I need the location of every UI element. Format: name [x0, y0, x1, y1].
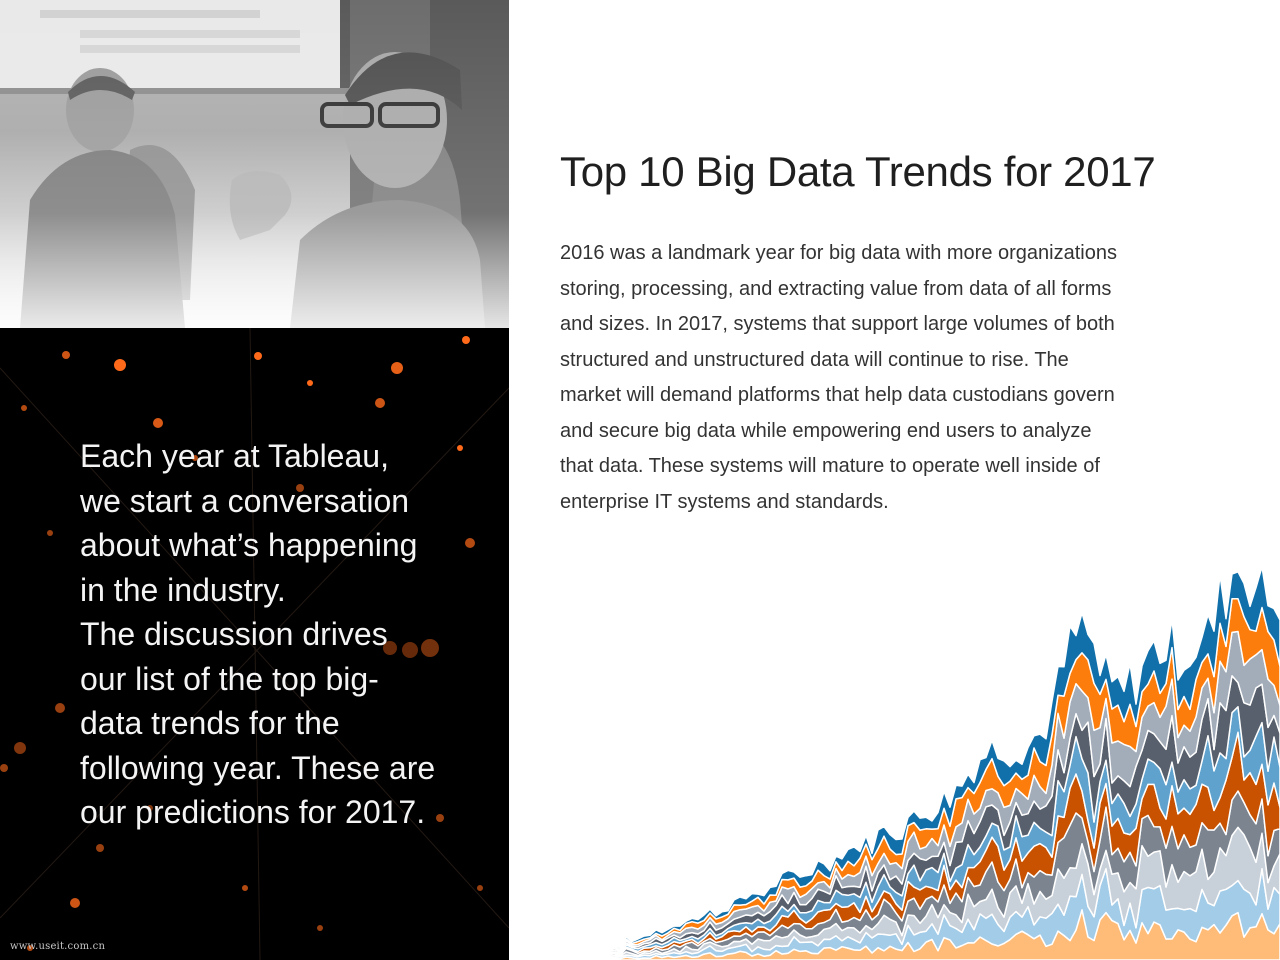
body-line: 2016 was a landmark year for big data wi…: [560, 242, 1117, 264]
body-line: enterprise IT systems and standards.: [560, 490, 889, 513]
body-line: that data. These systems will mature to …: [560, 455, 1100, 477]
intro-line: Each year at Tableau,: [80, 438, 389, 474]
intro-line: in the industry.: [80, 571, 286, 608]
people-photo-illustration: [0, 0, 509, 328]
intro-line: data trends for the: [80, 705, 340, 741]
page-title: Top 10 Big Data Trends for 2017: [560, 148, 1156, 195]
area-layer-dark-blue: [560, 566, 1280, 959]
intro-text: Each year at Tableau, we start a convers…: [80, 434, 480, 835]
body-line: and sizes. In 2017, systems that support…: [560, 313, 1115, 335]
intro-line: our predictions for 2017.: [80, 794, 426, 830]
body-paragraph: 2016 was a landmark year for big data wi…: [560, 236, 1200, 520]
intro-line: The discussion drives: [80, 616, 388, 652]
body-line: and secure big data while empowering end…: [560, 419, 1092, 442]
stacked-area-graphic: [560, 566, 1280, 960]
intro-panel: Each year at Tableau, we start a convers…: [0, 328, 509, 960]
bokeh-lights-background: [0, 328, 509, 960]
intro-line: about what’s happening: [80, 527, 418, 563]
watermark: www.useit.com.cn: [10, 941, 106, 952]
body-line: structured and unstructured data will co…: [560, 348, 1069, 371]
body-line: storing, processing, and extracting valu…: [560, 277, 1112, 300]
intro-line: following year. These are: [80, 749, 436, 786]
intro-line: we start a conversation: [80, 482, 410, 519]
body-line: market will demand platforms that help d…: [560, 384, 1115, 406]
header-photo: [0, 0, 509, 328]
intro-line: our list of the top big-: [80, 660, 379, 697]
